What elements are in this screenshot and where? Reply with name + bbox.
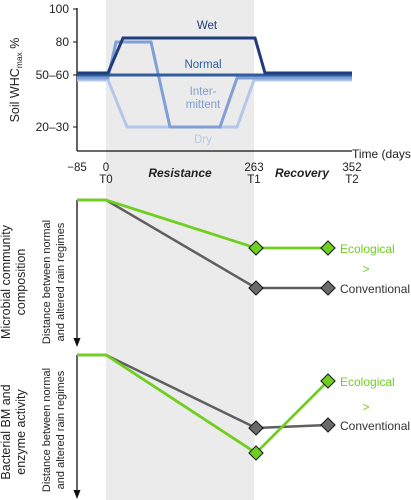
mid-comparison-label: > [362,262,369,276]
phase-resistance-label: Resistance [148,166,212,180]
bacterial-activity-panel: Bacterial BM and enzyme activity Distanc… [0,353,410,499]
bot-conventional-marker-t1 [248,420,264,436]
mid-ecological-marker-t1 [248,240,264,256]
x-axis-label: Time (days) [352,147,411,161]
bot-comparison-label: > [362,400,369,414]
microbial-composition-panel: Microbial community composition Distance… [0,198,410,347]
regime-dry-label: Dry [194,134,212,146]
regime-wet-label: Wet [197,20,218,32]
y-tick-100: 100 [49,2,69,16]
soil-whc-panel: 100 80 50–60 20–30 Soil WHCmax % Wet Nor… [8,2,411,186]
bot-ecological-label: Ecological [340,375,395,389]
bot-inner-label-2: and altered rain regimes [55,370,67,489]
x-tick-minus85: −85 [67,162,87,174]
bot-outer-label-1: Bacterial BM and [0,384,13,479]
y-tick-50-60: 50–60 [36,68,70,82]
bot-conventional-marker-t2 [320,417,336,433]
mid-ecological-label: Ecological [340,242,395,256]
regime-intermittent-label-1: Inter- [190,86,217,98]
mid-conventional-marker-t1 [248,280,264,296]
regime-intermittent-label-2: mittent [186,99,221,111]
x-tick-0: 0 [103,162,109,174]
bot-ecological-marker-t2 [320,373,336,389]
bot-ecological-line [77,353,329,455]
mid-inner-label-1: Distance between normal [41,220,53,344]
bot-y-axis-arrowhead [73,490,81,499]
mid-ecological-line [77,198,328,250]
phase-recovery-label: Recovery [275,166,330,180]
mid-outer-label-2: composition [14,249,28,316]
mid-ecological-marker-t2 [320,240,336,256]
x-tick-352: 352 [342,162,361,174]
x-tick-t2: T2 [345,174,358,186]
top-y-axis-label: Soil WHCmax % [8,38,24,123]
bot-ecological-marker-t1 [248,445,264,461]
y-tick-20-30: 20–30 [36,120,70,134]
x-tick-t0: T0 [99,174,112,186]
x-tick-t1: T1 [247,174,260,186]
regime-wet-line [77,36,352,75]
x-tick-263: 263 [244,162,263,174]
bot-outer-label-2: enzyme activity [14,389,28,475]
mid-outer-label-1: Microbial community [0,224,13,339]
resistance-phase-band [106,0,254,500]
bot-conventional-label: Conventional [340,419,410,433]
regime-normal-label: Normal [184,59,221,71]
bot-inner-label-1: Distance between normal [41,368,53,492]
mid-conventional-label: Conventional [340,282,410,296]
mid-y-axis-arrowhead [73,338,81,347]
y-tick-80: 80 [56,35,70,49]
top-y-ticks [73,8,77,128]
mid-inner-label-2: and altered rain regimes [55,222,67,341]
mid-conventional-marker-t2 [320,280,336,296]
